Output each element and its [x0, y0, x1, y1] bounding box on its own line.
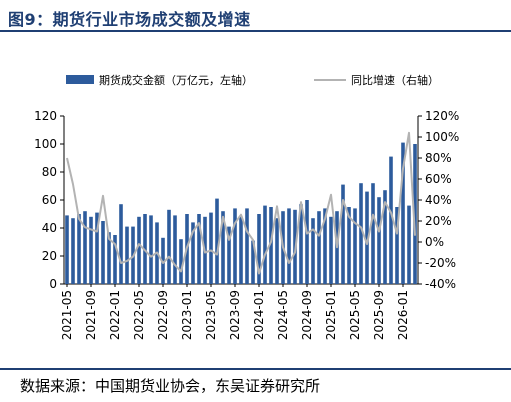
x-tick-label: 2021-05 — [60, 290, 74, 340]
bar — [101, 221, 105, 284]
x-tick-label: 2023-09 — [228, 290, 242, 340]
bar — [401, 142, 405, 284]
y-left-tick-label: 20 — [42, 249, 57, 263]
bar — [83, 211, 87, 284]
bar — [299, 204, 303, 284]
bar — [167, 209, 171, 284]
bar — [215, 198, 219, 284]
bar — [197, 214, 201, 284]
x-tick-label: 2025-01 — [324, 290, 338, 340]
y-right-tick-label: 0% — [425, 235, 444, 249]
y-right-tick-label: -40% — [425, 277, 456, 291]
x-tick-label: 2025-09 — [372, 290, 386, 340]
x-tick-label: 2026-01 — [396, 290, 410, 340]
y-right-tick-label: 120% — [425, 109, 459, 123]
bar — [383, 190, 387, 284]
bar — [209, 212, 213, 284]
bar — [347, 207, 351, 284]
bar — [329, 216, 333, 284]
bar — [413, 144, 417, 284]
x-tick-label: 2024-01 — [252, 290, 266, 340]
bar — [191, 222, 195, 284]
bar — [257, 214, 261, 284]
bar — [371, 183, 375, 284]
bar — [305, 200, 309, 284]
bar — [95, 212, 99, 284]
y-right-tick-label: 40% — [425, 193, 452, 207]
bar — [173, 215, 177, 284]
bar — [389, 156, 393, 284]
y-left-tick-label: 40 — [42, 221, 57, 235]
bar — [137, 216, 141, 284]
y-left-tick-label: 80 — [42, 165, 57, 179]
bar — [407, 205, 411, 284]
bar — [263, 205, 267, 284]
bar — [119, 204, 123, 284]
bar — [77, 214, 81, 284]
bar — [233, 208, 237, 284]
bar — [113, 235, 117, 284]
bar — [287, 208, 291, 284]
y-right-tick-label: 80% — [425, 151, 452, 165]
x-tick-label: 2025-05 — [348, 290, 362, 340]
x-tick-label: 2022-01 — [108, 290, 122, 340]
bar — [341, 184, 345, 284]
y-right-tick-label: 60% — [425, 172, 452, 186]
title-rule — [0, 30, 511, 32]
x-tick-label: 2022-09 — [156, 290, 170, 340]
y-left-tick-label: 120 — [34, 109, 57, 123]
source-note: 数据来源：中国期货业协会，东吴证券研究所 — [20, 377, 321, 395]
x-tick-label: 2024-09 — [300, 290, 314, 340]
bar — [275, 218, 279, 284]
bar — [269, 207, 273, 284]
bar — [395, 207, 399, 284]
y-left-tick-label: 0 — [49, 277, 57, 291]
bar — [107, 232, 111, 284]
bar — [149, 215, 153, 284]
bar — [377, 197, 381, 284]
x-tick-label: 2023-01 — [180, 290, 194, 340]
legend: 期货成交金额（万亿元，左轴） 同比增速（右轴） — [66, 73, 439, 87]
bar — [221, 211, 225, 284]
y-left-tick-label: 60 — [42, 193, 57, 207]
y-right-tick-label: 20% — [425, 214, 452, 228]
bar — [161, 237, 165, 284]
bar — [65, 215, 69, 284]
figure-title: 图9：期货行业市场成交额及增速 — [8, 10, 251, 29]
bar — [359, 183, 363, 284]
bar — [365, 191, 369, 284]
legend-bar-swatch — [66, 75, 94, 84]
y-right-tick-label: -20% — [425, 256, 456, 270]
bar — [353, 208, 357, 284]
legend-line-label: 同比增速（右轴） — [351, 73, 439, 87]
bar — [251, 240, 255, 284]
bar — [317, 211, 321, 284]
bar — [245, 208, 249, 284]
bar — [179, 239, 183, 284]
x-tick-label: 2021-09 — [84, 290, 98, 340]
bar — [239, 216, 243, 284]
growth-line — [66, 131, 416, 275]
bar — [227, 226, 231, 284]
legend-bar-label: 期货成交金额（万亿元，左轴） — [99, 73, 253, 87]
chart-area: 期货成交金额（万亿元，左轴） 同比增速（右轴） 0 20 40 60 80 100 120 -… — [34, 73, 459, 340]
bar — [323, 208, 327, 284]
bar — [71, 218, 75, 284]
x-tick-label: 2023-05 — [204, 290, 218, 340]
y-right-tick-label: 100% — [425, 130, 459, 144]
y-left-tick-label: 100 — [34, 137, 57, 151]
x-tick-label: 2022-05 — [132, 290, 146, 340]
x-tick-label: 2024-05 — [276, 290, 290, 340]
bar — [311, 218, 315, 284]
bar — [89, 216, 93, 284]
source-rule — [0, 368, 511, 370]
bar — [125, 226, 129, 284]
plot-area: 0 20 40 60 80 100 120 -40% -20% 0% 20% 40% 60% 80% 100… — [34, 109, 459, 340]
